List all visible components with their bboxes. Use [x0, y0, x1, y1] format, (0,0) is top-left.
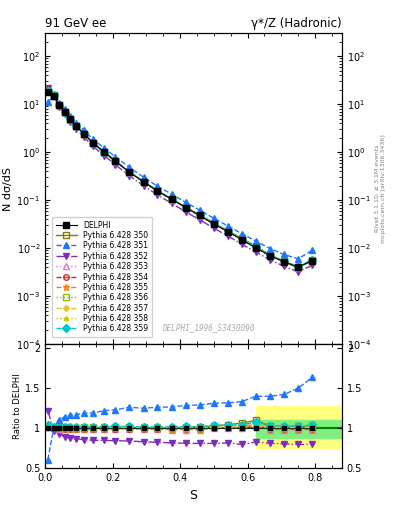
Y-axis label: Ratio to DELPHI: Ratio to DELPHI — [13, 373, 22, 439]
Text: γ*/Z (Hadronic): γ*/Z (Hadronic) — [251, 16, 342, 30]
Y-axis label: Rivet 3.1.10, ≥ 3.1M events
mcplots.cern.ch [arXiv:1306.3436]: Rivet 3.1.10, ≥ 3.1M events mcplots.cern… — [375, 134, 386, 243]
Y-axis label: N dσ/dS: N dσ/dS — [4, 167, 13, 211]
X-axis label: S: S — [189, 489, 198, 502]
Text: DELPHI_1996_S3430090: DELPHI_1996_S3430090 — [162, 323, 255, 332]
Text: 91 GeV ee: 91 GeV ee — [45, 16, 107, 30]
Legend: DELPHI, Pythia 6.428 350, Pythia 6.428 351, Pythia 6.428 352, Pythia 6.428 353, : DELPHI, Pythia 6.428 350, Pythia 6.428 3… — [52, 217, 152, 337]
